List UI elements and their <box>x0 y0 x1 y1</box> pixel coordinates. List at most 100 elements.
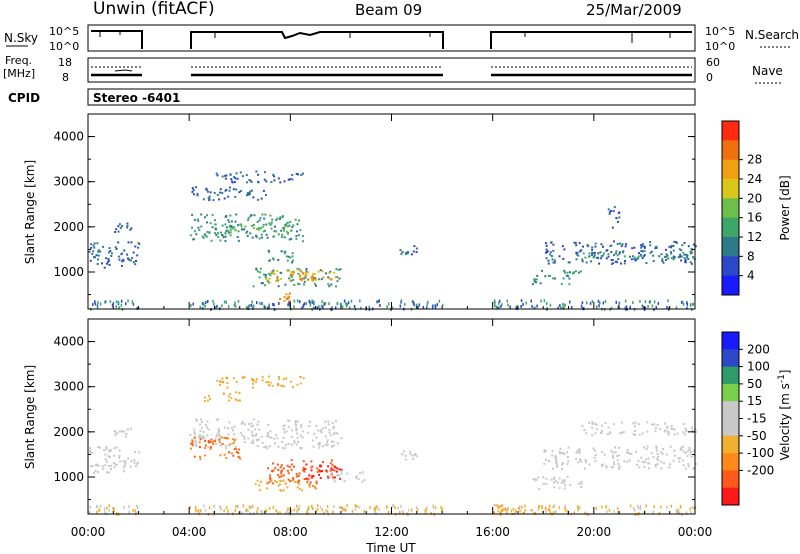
echo-cell <box>245 231 248 234</box>
velocity-label-exponent: -1 <box>777 374 787 383</box>
clutter-cell <box>321 300 323 304</box>
echo-cell <box>308 474 311 477</box>
echo-cell <box>605 464 608 467</box>
echo-cell <box>551 454 554 457</box>
echo-cell <box>252 435 255 437</box>
echo-cell <box>261 441 264 444</box>
echo-cell <box>617 258 620 261</box>
clutter-cell <box>225 506 228 509</box>
echo-cell <box>251 433 254 436</box>
echo-cell <box>324 435 327 438</box>
clutter-cell <box>563 304 565 308</box>
echo-cell <box>522 511 525 514</box>
echo-cell <box>641 250 644 253</box>
clutter-cell <box>256 510 258 514</box>
echo-cell <box>105 257 108 260</box>
echo-cell <box>290 276 293 279</box>
clutter-cell <box>369 506 371 510</box>
clutter-cell <box>99 302 102 306</box>
x-tick-label: 00:00 <box>678 525 713 539</box>
echo-cell <box>216 193 219 196</box>
clutter-cell <box>356 504 358 508</box>
echo-cell <box>89 450 92 453</box>
echo-cell <box>600 255 603 258</box>
echo-cell <box>595 423 598 426</box>
echo-cell <box>326 475 329 478</box>
echo-cell <box>274 442 276 445</box>
echo-cell <box>240 225 243 228</box>
echo-cell <box>339 268 342 271</box>
echo-cell <box>571 272 574 275</box>
echo-cell <box>594 432 597 435</box>
echo-cell <box>690 247 693 250</box>
echo-cell <box>101 262 103 265</box>
echo-cell <box>560 452 563 455</box>
echo-cell <box>122 258 125 261</box>
echo-cell <box>300 424 303 426</box>
echo-cell <box>115 248 118 250</box>
echo-cell <box>227 433 230 436</box>
clutter-cell <box>342 508 344 512</box>
echo-cell <box>285 224 288 227</box>
echo-cell <box>265 180 268 183</box>
echo-cell <box>219 380 222 383</box>
echo-cell <box>302 430 305 433</box>
echo-cell <box>191 440 194 443</box>
echo-cell <box>633 430 636 433</box>
echo-cell <box>563 248 566 251</box>
echo-cell <box>201 235 204 238</box>
echo-cell <box>252 196 255 199</box>
echo-cell <box>616 455 619 457</box>
echo-cell <box>298 283 301 286</box>
echo-cell <box>268 259 271 262</box>
echo-cell <box>294 481 297 483</box>
echo-cell <box>191 226 193 229</box>
echo-cell <box>692 256 695 259</box>
clutter-cell <box>639 299 641 303</box>
clutter-cell <box>287 507 289 511</box>
echo-cell <box>287 478 290 481</box>
echo-cell <box>659 427 662 430</box>
echo-cell <box>114 246 117 249</box>
echo-cell <box>640 456 643 459</box>
echo-cell <box>259 267 262 270</box>
clutter-cell <box>351 509 354 513</box>
echo-cell <box>615 217 618 220</box>
echo-cell <box>255 268 258 271</box>
echo-cell <box>270 227 273 230</box>
echo-cell <box>563 453 566 456</box>
echo-cell <box>616 459 619 462</box>
y-tick-label: 2000 <box>53 425 84 439</box>
echo-cell <box>318 442 321 444</box>
clutter-cell <box>373 507 376 511</box>
echo-cell <box>217 431 220 434</box>
clutter-cell <box>275 509 277 512</box>
echo-cell <box>610 210 612 212</box>
echo-cell <box>315 436 318 439</box>
echo-cell <box>334 276 337 279</box>
clutter-cell <box>438 299 441 303</box>
echo-cell <box>566 456 569 458</box>
echo-cell <box>313 273 316 275</box>
echo-cell <box>561 462 564 464</box>
echo-cell <box>264 275 267 278</box>
echo-cell <box>137 246 140 249</box>
echo-cell <box>299 446 302 449</box>
echo-cell <box>597 257 600 260</box>
echo-cell <box>200 436 203 438</box>
echo-cell <box>549 274 552 277</box>
echo-cell <box>300 279 303 282</box>
echo-cell <box>97 249 100 252</box>
freq-tick-bottom: 8 <box>62 71 69 84</box>
clutter-cell <box>606 509 608 513</box>
echo-cell <box>232 429 235 432</box>
clutter-cell <box>250 303 253 307</box>
echo-cell <box>329 270 332 273</box>
echo-cell <box>300 174 303 176</box>
power-echo-cells <box>88 170 697 312</box>
echo-cell <box>218 430 220 432</box>
colorbar-tick-label: 8 <box>747 249 755 263</box>
echo-cell <box>189 434 192 436</box>
echo-cell <box>335 470 338 473</box>
